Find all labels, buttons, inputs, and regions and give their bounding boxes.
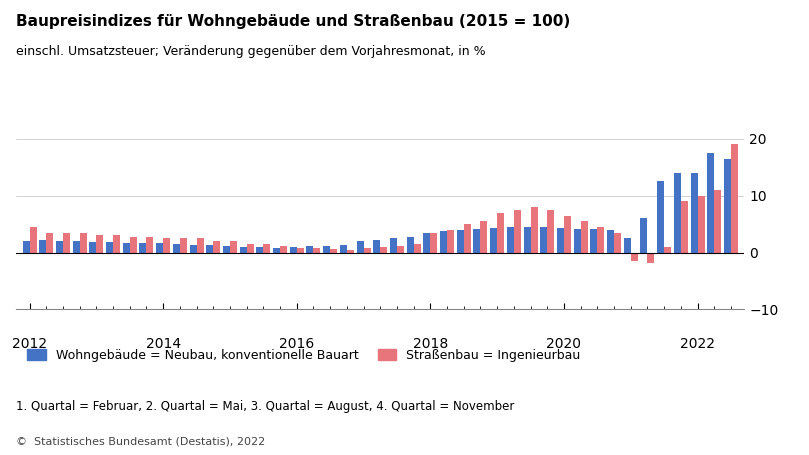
Bar [380, 247, 388, 253]
Bar [129, 237, 137, 253]
Bar [707, 153, 714, 253]
Bar [724, 159, 731, 253]
Bar [30, 227, 36, 253]
Bar [323, 246, 330, 253]
Bar [631, 253, 637, 261]
Bar [247, 244, 254, 253]
Bar [423, 233, 430, 253]
Bar [657, 182, 664, 253]
Text: Baupreisindizes für Wohngebäude und Straßenbau (2015 = 100): Baupreisindizes für Wohngebäude und Stra… [16, 14, 570, 29]
Bar [113, 236, 120, 253]
Bar [79, 233, 87, 253]
Bar [373, 240, 380, 253]
Text: 2014: 2014 [146, 337, 180, 351]
Bar [39, 240, 46, 253]
Text: ©  Statistisches Bundesamt (Destatis), 2022: © Statistisches Bundesamt (Destatis), 20… [16, 437, 265, 447]
Bar [230, 241, 237, 253]
Bar [557, 228, 564, 253]
Bar [430, 233, 438, 253]
Bar [89, 242, 96, 253]
Bar [214, 241, 220, 253]
Bar [514, 210, 521, 253]
Bar [564, 216, 571, 253]
Bar [139, 243, 146, 253]
Bar [540, 228, 547, 253]
Bar [413, 244, 421, 253]
Bar [297, 248, 303, 253]
Bar [647, 253, 654, 263]
Bar [23, 241, 30, 253]
Text: 2012: 2012 [12, 337, 47, 351]
Bar [490, 228, 497, 253]
Bar [473, 228, 481, 253]
Bar [447, 230, 454, 253]
Bar [681, 201, 688, 253]
Bar [614, 233, 621, 253]
Bar [440, 231, 447, 253]
Bar [481, 221, 488, 253]
Bar [173, 244, 180, 253]
Bar [574, 228, 581, 253]
Bar [547, 210, 554, 253]
Bar [197, 238, 204, 253]
Bar [273, 248, 280, 253]
Text: einschl. Umsatzsteuer; Veränderung gegenüber dem Vorjahresmonat, in %: einschl. Umsatzsteuer; Veränderung gegen… [16, 46, 486, 59]
Bar [597, 227, 604, 253]
Bar [290, 247, 297, 253]
Text: 2020: 2020 [546, 337, 582, 351]
Bar [63, 233, 70, 253]
Bar [641, 218, 647, 253]
Bar [146, 237, 154, 253]
Bar [96, 236, 104, 253]
Bar [307, 246, 313, 253]
Bar [123, 243, 129, 253]
Bar [664, 247, 671, 253]
Bar [591, 229, 597, 253]
Text: 2016: 2016 [279, 337, 315, 351]
Bar [156, 243, 163, 253]
Bar [280, 246, 287, 253]
Bar [457, 230, 464, 253]
Bar [714, 190, 722, 253]
Bar [206, 245, 214, 253]
Bar [347, 250, 354, 253]
Bar [607, 230, 614, 253]
Bar [223, 246, 230, 253]
Bar [239, 247, 247, 253]
Bar [56, 241, 63, 253]
Bar [189, 244, 197, 253]
Bar [363, 248, 371, 253]
Bar [180, 238, 187, 253]
Bar [357, 241, 363, 253]
Bar [506, 227, 514, 253]
Bar [330, 249, 337, 253]
Bar [674, 173, 681, 253]
Text: 2018: 2018 [413, 337, 448, 351]
Legend: Wohngebäude = Neubau, konventionelle Bauart, Straßenbau = Ingenieurbau: Wohngebäude = Neubau, konventionelle Bau… [23, 344, 586, 367]
Bar [340, 245, 347, 253]
Bar [624, 238, 631, 253]
Bar [313, 248, 320, 253]
Bar [407, 237, 413, 253]
Bar [581, 221, 587, 253]
Bar [397, 246, 404, 253]
Bar [531, 207, 537, 253]
Bar [697, 196, 705, 253]
Bar [73, 241, 79, 253]
Bar [264, 244, 270, 253]
Bar [731, 145, 738, 253]
Bar [46, 233, 53, 253]
Bar [464, 224, 471, 253]
Bar [256, 248, 264, 253]
Bar [523, 228, 531, 253]
Text: 2022: 2022 [680, 337, 715, 351]
Bar [691, 173, 697, 253]
Bar [390, 238, 397, 253]
Bar [163, 238, 170, 253]
Bar [497, 212, 504, 253]
Text: 1. Quartal = Februar, 2. Quartal = Mai, 3. Quartal = August, 4. Quartal = Novemb: 1. Quartal = Februar, 2. Quartal = Mai, … [16, 400, 515, 414]
Bar [106, 242, 113, 253]
